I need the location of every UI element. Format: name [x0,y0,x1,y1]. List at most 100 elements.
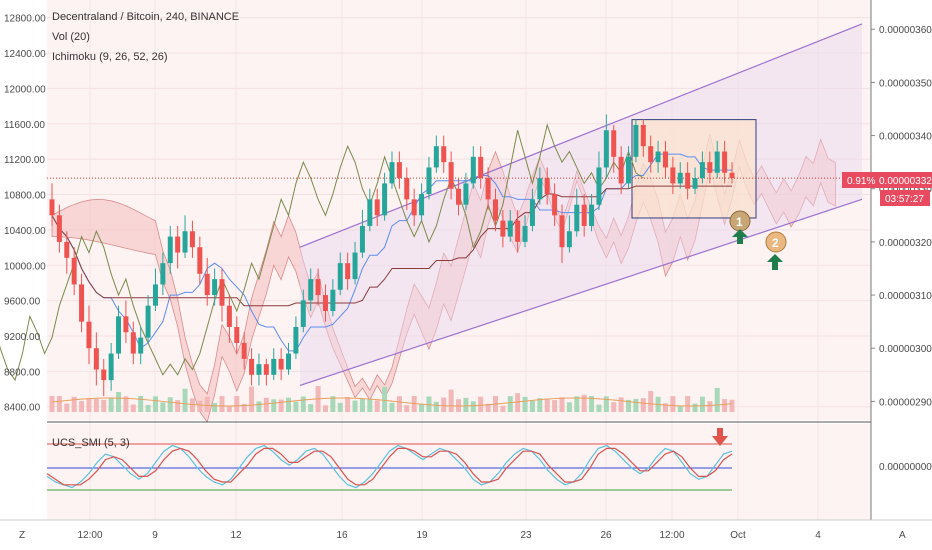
candle-down [662,151,668,168]
candle-up [655,151,661,163]
candle-down [492,199,498,221]
candle-up [256,364,262,375]
candle-down [722,151,728,173]
volume-bar [441,397,447,412]
candle-down [197,247,203,274]
right-axis-tick-label: 0.00000320 [879,238,932,249]
marker-2-circle [765,231,787,253]
candle-down [618,156,624,184]
time-axis-tick-label: 4 [815,530,821,541]
volume-bar [603,396,609,412]
left-axis-tick-label: 8800.00 [4,367,41,378]
volume-bar [278,399,284,412]
time-axis-tick-label: 26 [600,530,612,541]
left-axis-tick-label: 10400.00 [4,226,46,237]
marker-1[interactable]: 1 [729,210,751,244]
candle-down [670,167,676,184]
zoom-button[interactable]: Z [15,526,33,542]
candle-up [692,178,698,189]
volume-bars [49,386,735,412]
candle-down [396,162,402,179]
volume-bar [93,399,99,412]
candle-up [596,167,602,205]
right-axis-tick-label: 0.00000340 [879,132,932,143]
volume-bar [116,392,122,412]
candle-up [433,146,439,168]
axes: 12800.00 12400.00 12000.00 11600.00 11200.00… [4,14,932,541]
marker-2[interactable]: 2 [765,231,787,270]
indicator-plot-area[interactable] [47,424,871,520]
channel-fill [300,23,862,386]
legend-volume[interactable]: Vol (20) [52,31,90,43]
volume-bar [714,387,720,412]
candle-up [138,337,144,354]
legend-ichimoku[interactable]: Ichimoku (9, 26, 52, 26) [52,51,168,63]
candle-down [101,369,107,381]
ascending-channel[interactable] [299,23,863,387]
marker-1-label: 1 [736,215,743,229]
auto-scale-button[interactable]: A [894,526,912,542]
volume-bar [123,396,129,412]
volume-bar [160,402,166,412]
left-axis-tick-label: 12000.00 [4,84,46,95]
volume-bar [322,405,328,412]
volume-bar [485,403,491,412]
box-rectangle [631,119,757,219]
candle-down [729,172,735,179]
candle-up [626,156,632,184]
countdown-badge [880,190,930,206]
candle-down [478,156,484,179]
volume-bar [352,400,358,412]
time-axis-tick-label: 16 [336,530,348,541]
candle-down [648,146,654,163]
candle-down [219,279,225,306]
candle-up [337,263,343,290]
volume-bar [640,398,646,412]
volume-bar [145,404,151,412]
right-axis-tick-label: 0.00000310 [879,291,932,302]
candle-down [315,279,321,296]
left-axis-tick-label: 9200.00 [4,332,41,343]
candle-up [271,358,277,375]
left-axis-tick-label: 9600.00 [4,297,41,308]
volume-bar [566,402,572,412]
volume-bar [670,396,676,412]
volume-bar [707,401,713,412]
last-price-badge [876,172,932,188]
volume-bar [337,402,343,412]
candle-up [677,172,683,184]
volume-bar [426,396,432,412]
candle-up [389,162,395,184]
channel-lower-line [299,198,863,387]
volume-bar [374,400,380,412]
consolidation-box[interactable] [631,119,757,219]
kijun-line [51,185,732,307]
volume-bar [249,386,255,412]
volume-bar [345,397,351,412]
volume-bar [463,397,469,412]
time-axis-tick-label: 23 [520,530,532,541]
candle-down [552,194,558,216]
left-axis-tick-label: 11600.00 [4,120,45,131]
candle-down [234,326,240,343]
volume-bar [86,398,92,412]
candle-up [286,353,292,370]
candle-down [441,146,447,163]
volume-bar [241,403,247,412]
volume-bar [152,396,158,412]
candle-up [382,183,388,216]
legend-smi[interactable]: UCS_SMI (5, 3) [52,437,130,449]
candle-up [108,353,114,381]
legend-symbol[interactable]: Decentraland / Bitcoin, 240, BINANCE [52,11,239,23]
candle-down [86,321,92,349]
candle-down [374,199,380,216]
down-arrow-icon [712,428,728,446]
volume-bar [226,405,232,412]
candle-up [367,199,373,226]
left-axis-tick-label: 12400.00 [4,49,46,60]
volume-bar [500,405,506,412]
volume-bar [404,405,410,412]
candle-down [404,178,410,200]
candle-down [64,241,70,258]
